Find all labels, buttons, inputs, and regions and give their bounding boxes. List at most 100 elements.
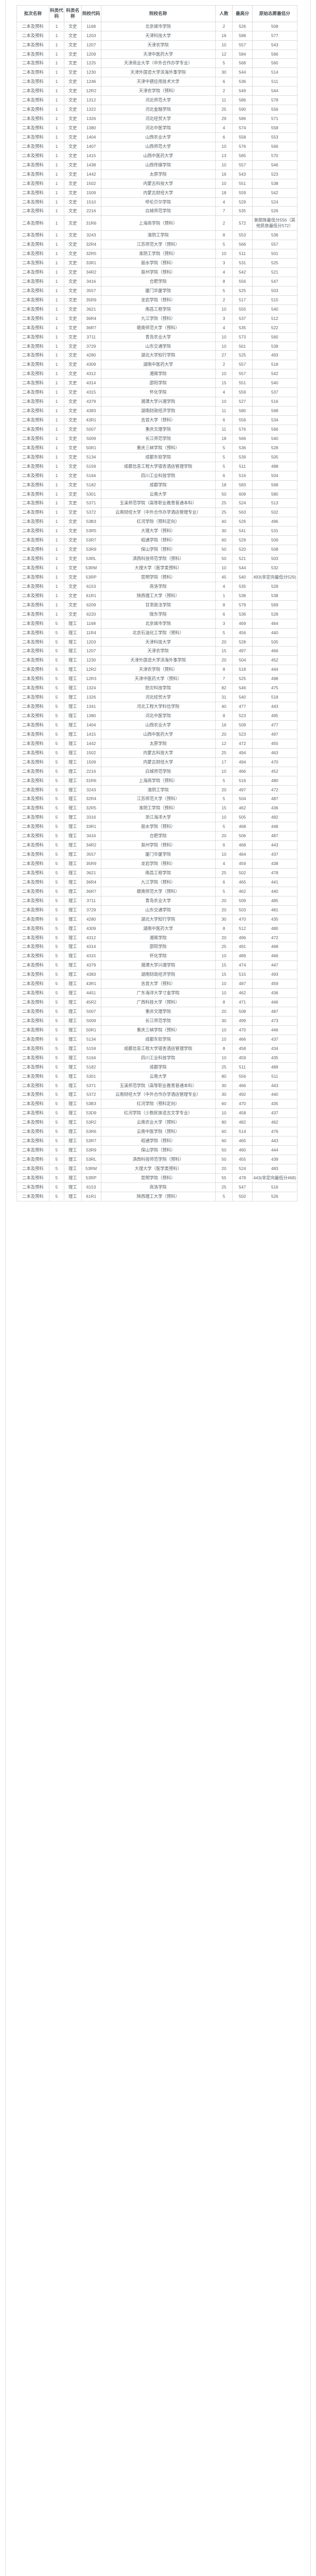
- cell-subject-code: 1: [48, 141, 64, 151]
- cell-subject-code: 1: [48, 285, 64, 296]
- cell-count: 80: [215, 1071, 233, 1081]
- cell-subject-name: 文史: [63, 132, 82, 142]
- cell-min-score: 501: [252, 249, 298, 259]
- cell-count: 40: [215, 517, 233, 527]
- cell-count: 20: [215, 1163, 233, 1174]
- cell-min-score: 452: [252, 766, 298, 776]
- cell-subject-name: 文史: [63, 249, 82, 259]
- cell-batch: 二本及预科: [16, 1182, 49, 1192]
- cell-subject-code: 1: [48, 58, 64, 69]
- cell-subject-code: 5: [48, 1145, 64, 1155]
- cell-school-name: 湖北大学知行学院: [100, 914, 216, 924]
- cell-min-score: 528: [252, 609, 298, 619]
- cell-school-name: 河北中医学院: [100, 123, 216, 133]
- cell-min-score: 553: [252, 132, 298, 142]
- cell-school-name: 湖北大学知行学院: [100, 350, 216, 361]
- cell-min-score: 505: [252, 452, 298, 462]
- cell-subject-name: 文史: [63, 535, 82, 546]
- cell-school-code: 4309: [81, 360, 101, 370]
- cell-school-name: 淮阴工学院（预科）: [100, 803, 216, 814]
- cell-max-score: 516: [232, 470, 253, 481]
- cell-subject-name: 理工: [63, 1071, 82, 1081]
- cell-count: 18: [215, 433, 233, 444]
- cell-count: 5: [215, 1191, 233, 1201]
- cell-batch: 二本及预科: [16, 369, 49, 379]
- cell-school-name: 南昌工程学院: [100, 868, 216, 878]
- cell-school-name: 成都学院: [100, 480, 216, 490]
- cell-subject-code: 1: [48, 77, 64, 87]
- table-row: 二本及预科 5 理工 53R7 昭通学院（预科） 60 465 443: [16, 1136, 298, 1146]
- table-row: 二本及预科 5 理工 31R6 上海商学院（预科） 5 516 480: [16, 775, 298, 786]
- cell-school-code: 1502: [81, 178, 101, 189]
- cell-count: 10: [215, 766, 233, 776]
- cell-subject-name: 文史: [63, 150, 82, 161]
- cell-subject-code: 5: [48, 618, 64, 629]
- cell-subject-code: 1: [48, 249, 64, 259]
- table-row: 二本及预科 5 理工 5371 玉溪师范学院（高等职业教育普通本科） 30 466 443: [16, 1080, 298, 1091]
- cell-subject-name: 理工: [63, 840, 82, 851]
- cell-count: 10: [215, 369, 233, 379]
- cell-school-code: 3711: [81, 895, 101, 906]
- cell-subject-name: 理工: [63, 877, 82, 887]
- cell-max-score: 557: [232, 360, 253, 370]
- cell-school-name: 成都信息工程大学银杏酒店管理学院: [100, 1043, 216, 1054]
- cell-count: 6: [215, 132, 233, 142]
- table-row: 二本及预科 5 理工 32R5 淮阴工学院（预科） 15 462 436: [16, 803, 298, 814]
- cell-subject-name: 理工: [63, 775, 82, 786]
- cell-count: 10: [215, 979, 233, 989]
- cell-subject-code: 1: [48, 30, 64, 41]
- cell-school-code: 32R4: [81, 794, 101, 804]
- cell-min-score: 434: [252, 1043, 298, 1054]
- cell-min-score: 436: [252, 988, 298, 998]
- cell-count: 11: [215, 424, 233, 434]
- cell-subject-name: 文史: [63, 498, 82, 509]
- cell-count: 10: [215, 332, 233, 342]
- cell-subject-code: 1: [48, 554, 64, 564]
- cell-max-score: 588: [232, 30, 253, 41]
- cell-batch: 二本及预科: [16, 895, 49, 906]
- cell-max-score: 541: [232, 526, 253, 536]
- cell-max-score: 489: [232, 951, 253, 961]
- cell-subject-code: 5: [48, 692, 64, 703]
- cell-max-score: 518: [232, 665, 253, 675]
- cell-school-code: 36R4: [81, 877, 101, 887]
- cell-count: 30: [215, 1080, 233, 1091]
- cell-min-score: 557: [252, 240, 298, 250]
- cell-batch: 二本及预科: [16, 517, 49, 527]
- cell-subject-name: 理工: [63, 637, 82, 647]
- table-row: 二本及预科 1 文史 1230 天津外国语大学滨海外事学院 30 544 514: [16, 67, 298, 78]
- cell-min-score: 526: [252, 1191, 298, 1201]
- cell-subject-code: 5: [48, 665, 64, 675]
- cell-count: 12: [215, 738, 233, 749]
- cell-batch: 二本及预科: [16, 840, 49, 851]
- table-row: 二本及预科 5 理工 53R2 云南农业大学（预科） 80 482 462: [16, 1117, 298, 1128]
- cell-max-score: 536: [232, 77, 253, 87]
- cell-school-code: 3416: [81, 831, 101, 841]
- cell-batch: 二本及预科: [16, 114, 49, 124]
- cell-subject-code: 1: [48, 600, 64, 610]
- cell-subject-code: 5: [48, 877, 64, 887]
- cell-min-score: 443: [252, 840, 298, 851]
- cell-max-score: 580: [232, 406, 253, 416]
- cell-school-name: 长江师范学院: [100, 433, 216, 444]
- cell-min-score: 578: [252, 95, 298, 106]
- cell-min-score: 536: [252, 230, 298, 241]
- cell-school-code: 43R1: [81, 979, 101, 989]
- cell-min-score: 523: [252, 169, 298, 179]
- cell-school-code: 4312: [81, 369, 101, 379]
- cell-subject-code: 1: [48, 114, 64, 124]
- cell-subject-name: 理工: [63, 1062, 82, 1072]
- cell-school-code: 5009: [81, 433, 101, 444]
- cell-subject-name: 文史: [63, 470, 82, 481]
- cell-batch: 二本及预科: [16, 178, 49, 189]
- cell-min-score: 498: [252, 674, 298, 684]
- cell-school-name: 江苏师范大学（预科）: [100, 794, 216, 804]
- cell-school-name: 北京城市学院: [100, 21, 216, 31]
- cell-min-score: 506: [252, 535, 298, 546]
- cell-subject-name: 文史: [63, 30, 82, 41]
- cell-school-name: 天津中医药大学（预科）: [100, 674, 216, 684]
- cell-subject-code: 1: [48, 215, 64, 231]
- cell-school-code: 5371: [81, 498, 101, 509]
- cell-max-score: 509: [232, 895, 253, 906]
- cell-max-score: 468: [232, 822, 253, 832]
